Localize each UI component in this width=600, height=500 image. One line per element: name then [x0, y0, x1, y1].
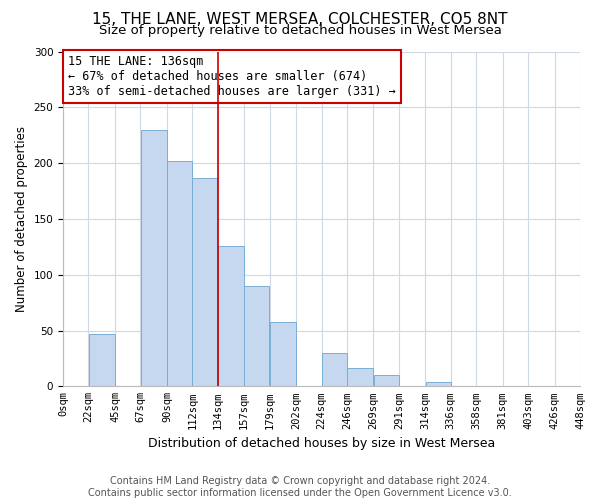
Bar — [270, 322, 296, 386]
Bar — [167, 161, 192, 386]
Y-axis label: Number of detached properties: Number of detached properties — [15, 126, 28, 312]
Text: 15 THE LANE: 136sqm
← 67% of detached houses are smaller (674)
33% of semi-detac: 15 THE LANE: 136sqm ← 67% of detached ho… — [68, 55, 396, 98]
Bar — [89, 334, 115, 386]
Bar — [374, 375, 398, 386]
Bar — [218, 246, 244, 386]
Bar — [425, 382, 451, 386]
Text: Size of property relative to detached houses in West Mersea: Size of property relative to detached ho… — [98, 24, 502, 37]
Bar — [347, 368, 373, 386]
Bar — [193, 178, 217, 386]
Bar — [244, 286, 269, 386]
Bar — [140, 130, 167, 386]
Text: Contains HM Land Registry data © Crown copyright and database right 2024.
Contai: Contains HM Land Registry data © Crown c… — [88, 476, 512, 498]
Text: 15, THE LANE, WEST MERSEA, COLCHESTER, CO5 8NT: 15, THE LANE, WEST MERSEA, COLCHESTER, C… — [92, 12, 508, 28]
Bar — [322, 353, 347, 386]
X-axis label: Distribution of detached houses by size in West Mersea: Distribution of detached houses by size … — [148, 437, 495, 450]
